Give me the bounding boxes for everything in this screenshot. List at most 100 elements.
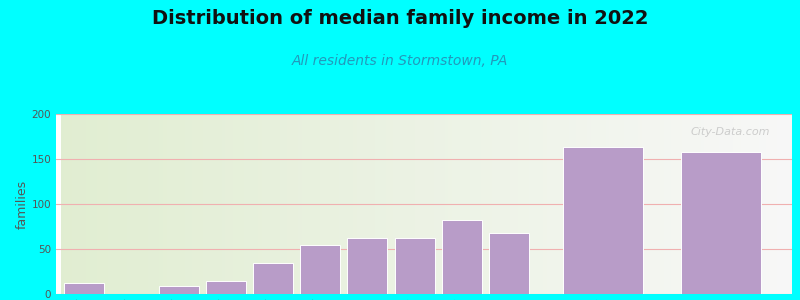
Text: All residents in Stormstown, PA: All residents in Stormstown, PA [292,54,508,68]
Bar [68,114,72,294]
Bar [694,114,697,294]
Bar [394,114,397,294]
Bar [200,114,203,294]
Bar [273,114,277,294]
Bar [715,114,719,294]
Bar [452,114,456,294]
Bar [525,114,529,294]
Bar [766,114,770,294]
Bar [415,114,419,294]
Bar [438,114,441,294]
Bar [280,114,284,294]
Bar [236,114,240,294]
Bar [317,114,320,294]
Bar [482,114,485,294]
Bar [251,114,254,294]
Bar [778,114,781,294]
Bar [627,114,631,294]
Bar [434,114,438,294]
Bar [284,114,287,294]
Bar [734,114,737,294]
Bar [762,114,766,294]
Bar [394,238,434,294]
Bar [678,114,682,294]
Bar [310,114,313,294]
Bar [320,114,324,294]
Bar [115,114,119,294]
Bar [664,114,668,294]
Bar [90,114,94,294]
Bar [770,114,774,294]
Bar [634,114,638,294]
Bar [354,114,357,294]
Bar [269,114,273,294]
Bar [306,114,310,294]
Bar [576,114,580,294]
Bar [518,114,522,294]
Bar [141,114,145,294]
Bar [741,114,745,294]
Text: City-Data.com: City-Data.com [690,127,770,136]
Bar [609,114,613,294]
Bar [130,114,134,294]
Bar [233,114,236,294]
Bar [347,238,387,294]
Bar [364,114,368,294]
Bar [338,114,342,294]
Bar [64,283,104,294]
Bar [397,114,401,294]
Bar [496,114,499,294]
Bar [79,114,82,294]
Bar [302,114,306,294]
Bar [207,114,210,294]
Bar [64,114,68,294]
Bar [671,114,675,294]
Bar [119,114,123,294]
Bar [485,114,489,294]
Bar [149,114,152,294]
Bar [781,114,785,294]
Bar [708,114,711,294]
Bar [594,114,598,294]
Bar [745,114,748,294]
Bar [522,114,525,294]
Bar [145,114,149,294]
Bar [159,114,163,294]
Bar [112,114,115,294]
Bar [291,114,294,294]
Bar [298,114,302,294]
Bar [134,114,138,294]
Bar [313,114,317,294]
Bar [375,114,379,294]
Bar [547,114,550,294]
Bar [328,114,331,294]
Bar [226,114,229,294]
Bar [554,114,558,294]
Bar [262,114,266,294]
Bar [442,220,482,294]
Bar [474,114,478,294]
Bar [108,114,112,294]
Bar [681,152,762,294]
Bar [342,114,346,294]
Bar [408,114,412,294]
Bar [174,114,178,294]
Bar [748,114,752,294]
Bar [463,114,466,294]
Bar [657,114,660,294]
Bar [61,114,64,294]
Bar [419,114,422,294]
Bar [583,114,587,294]
Bar [774,114,778,294]
Bar [357,114,361,294]
Bar [382,114,386,294]
Y-axis label: families: families [16,179,29,229]
Bar [478,114,482,294]
Bar [507,114,510,294]
Bar [536,114,540,294]
Bar [591,114,594,294]
Bar [448,114,452,294]
Bar [558,114,562,294]
Bar [540,114,543,294]
Bar [682,114,686,294]
